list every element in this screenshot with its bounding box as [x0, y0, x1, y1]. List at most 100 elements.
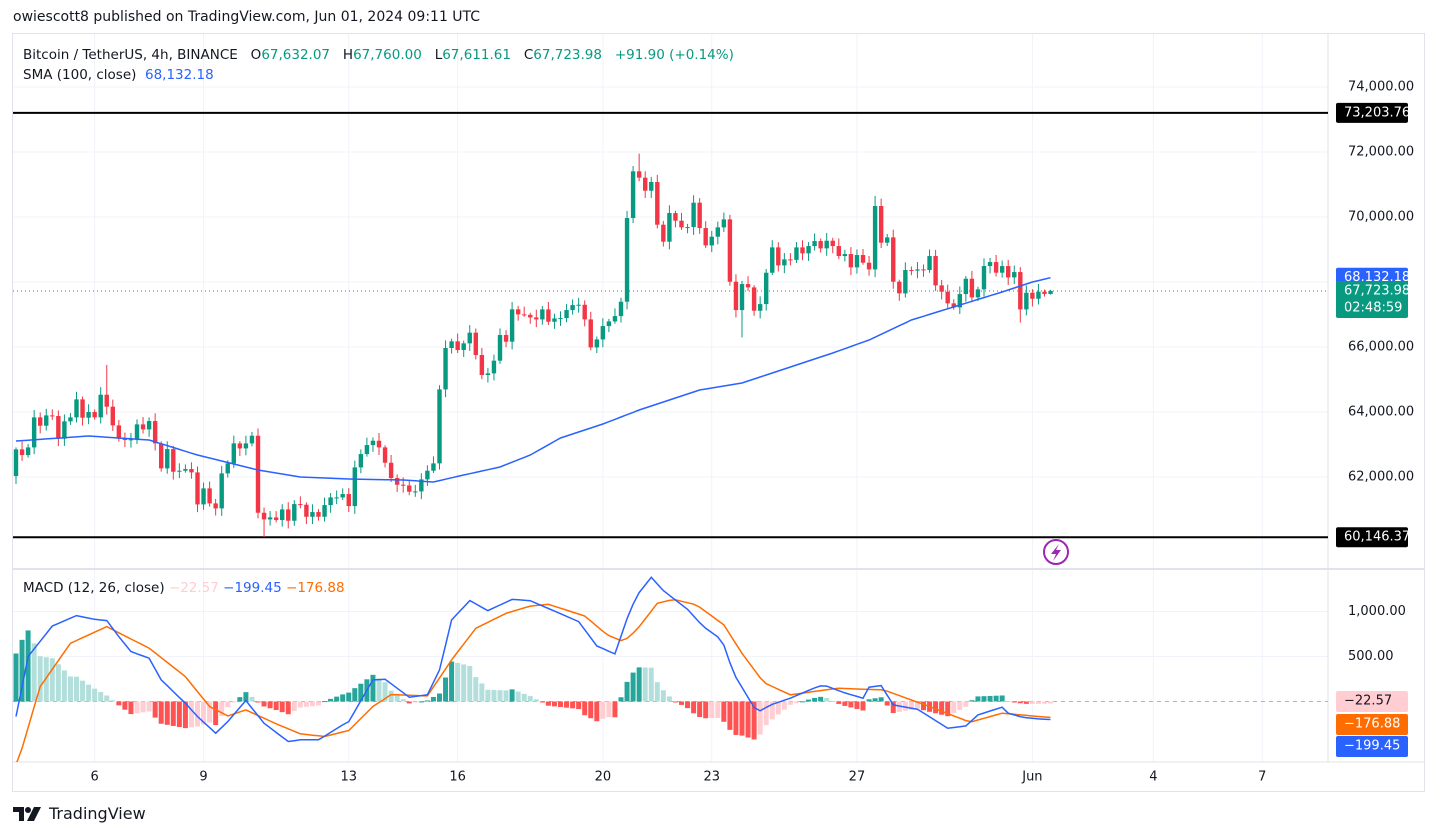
candle[interactable] [860, 249, 866, 265]
candle[interactable] [431, 456, 436, 473]
candle[interactable] [1012, 265, 1017, 285]
candle[interactable] [836, 238, 841, 260]
candle[interactable] [751, 285, 757, 316]
candle[interactable] [709, 230, 714, 253]
candle[interactable] [195, 466, 200, 513]
candle[interactable] [697, 198, 702, 234]
candle[interactable] [1024, 285, 1029, 316]
candle[interactable] [267, 511, 273, 526]
candle[interactable] [528, 312, 533, 324]
candle[interactable] [643, 171, 648, 198]
candle[interactable] [685, 223, 690, 234]
candle[interactable] [237, 441, 243, 456]
candle[interactable] [376, 432, 382, 456]
candle[interactable] [927, 249, 932, 273]
candle[interactable] [128, 432, 134, 448]
candle[interactable] [600, 318, 606, 348]
candle[interactable] [497, 328, 503, 364]
candle[interactable] [969, 270, 975, 303]
candle[interactable] [25, 443, 31, 458]
candle[interactable] [546, 302, 551, 326]
candle[interactable] [1006, 259, 1011, 286]
candle[interactable] [788, 253, 793, 266]
candle[interactable] [739, 280, 745, 338]
candle[interactable] [624, 210, 630, 310]
candle[interactable] [86, 404, 91, 425]
candle[interactable] [667, 205, 672, 250]
candle[interactable] [745, 276, 751, 291]
candle[interactable] [449, 338, 454, 354]
candle[interactable] [509, 301, 515, 350]
candle[interactable] [171, 445, 176, 480]
candle[interactable] [649, 176, 654, 199]
candle[interactable] [394, 474, 400, 493]
candle[interactable] [352, 460, 357, 514]
candle[interactable] [957, 286, 962, 314]
candle[interactable] [56, 410, 61, 447]
candle[interactable] [44, 408, 49, 431]
candle[interactable] [921, 264, 926, 277]
candle[interactable] [407, 480, 412, 496]
candle[interactable] [782, 252, 787, 274]
candle[interactable] [189, 462, 194, 479]
candle[interactable] [679, 212, 684, 230]
candle[interactable] [872, 195, 878, 278]
candle[interactable] [491, 354, 497, 381]
candle[interactable] [1030, 289, 1035, 307]
candle[interactable] [897, 279, 902, 301]
candle[interactable] [824, 232, 829, 256]
candle[interactable] [346, 488, 351, 512]
candle[interactable] [630, 166, 636, 224]
candle[interactable] [370, 437, 376, 452]
candle[interactable] [425, 465, 430, 486]
signal-value-label[interactable]: −176.88 [1336, 714, 1408, 735]
candle[interactable] [382, 445, 388, 468]
candle[interactable] [981, 258, 987, 297]
candle[interactable] [993, 254, 999, 277]
candle[interactable] [249, 431, 255, 447]
candle[interactable] [437, 385, 442, 470]
candle[interactable] [515, 305, 521, 321]
symbol-title[interactable]: Bitcoin / TetherUS, 4h, BINANCE [23, 47, 238, 63]
sma-label[interactable]: SMA (100, close) [23, 67, 137, 83]
candle[interactable] [715, 221, 720, 245]
candle[interactable] [177, 463, 182, 479]
candle[interactable] [594, 336, 599, 354]
candle[interactable] [582, 300, 587, 327]
candle[interactable] [358, 449, 364, 474]
candle[interactable] [261, 507, 267, 538]
candle[interactable] [219, 465, 224, 516]
candle[interactable] [818, 238, 823, 253]
candle[interactable] [691, 195, 696, 235]
candle[interactable] [522, 306, 527, 317]
candle[interactable] [842, 249, 848, 262]
candle[interactable] [661, 220, 666, 247]
candle[interactable] [655, 174, 660, 229]
candle[interactable] [255, 428, 261, 519]
candle[interactable] [98, 387, 103, 424]
candle[interactable] [776, 242, 781, 272]
candle[interactable] [915, 262, 920, 279]
candle[interactable] [885, 234, 890, 247]
candle[interactable] [770, 240, 775, 275]
candle[interactable] [733, 274, 739, 318]
candle[interactable] [310, 504, 315, 525]
candle[interactable] [933, 249, 938, 292]
candle[interactable] [540, 306, 545, 325]
candle[interactable] [878, 198, 884, 248]
candle[interactable] [304, 502, 309, 524]
candle[interactable] [830, 237, 835, 254]
candle[interactable] [963, 275, 969, 302]
candle[interactable] [243, 435, 249, 456]
candle[interactable] [292, 500, 297, 526]
candle[interactable] [606, 318, 612, 333]
candle[interactable] [183, 464, 188, 473]
candle[interactable] [334, 490, 339, 505]
level-label-bottom[interactable]: 60,146.37 [1336, 527, 1410, 548]
candle[interactable] [443, 340, 448, 398]
candle[interactable] [134, 419, 140, 444]
candle[interactable] [152, 413, 158, 451]
candle[interactable] [721, 212, 727, 233]
macd-value-label[interactable]: −199.45 [1336, 736, 1408, 757]
candle[interactable] [703, 221, 708, 249]
